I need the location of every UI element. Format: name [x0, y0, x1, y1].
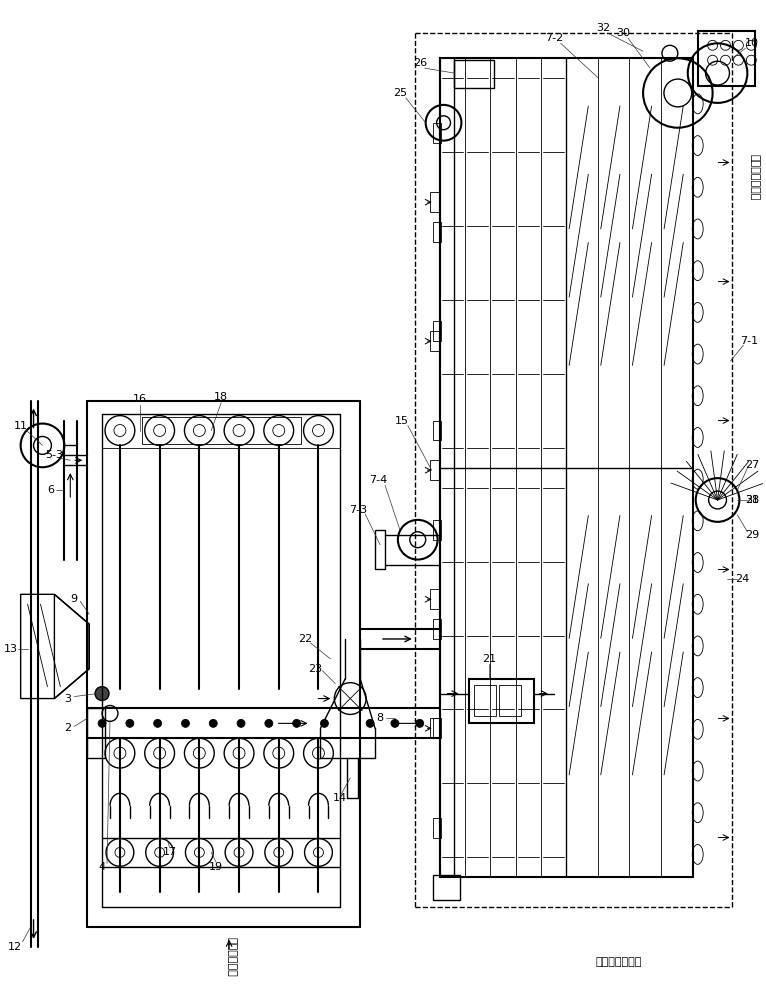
Text: 19: 19: [209, 862, 223, 872]
Bar: [433, 818, 440, 838]
Text: 微波加热进料区: 微波加热进料区: [595, 957, 641, 967]
Bar: [102, 414, 340, 448]
Bar: [499, 685, 521, 716]
Bar: [430, 718, 440, 738]
Bar: [433, 718, 440, 738]
Text: 7-1: 7-1: [740, 336, 758, 346]
Text: 17: 17: [162, 847, 177, 857]
Text: 14: 14: [333, 793, 347, 803]
Bar: [142, 417, 300, 444]
Circle shape: [209, 719, 218, 727]
Bar: [430, 192, 440, 212]
Text: 21: 21: [482, 654, 496, 664]
Circle shape: [182, 719, 189, 727]
Bar: [430, 460, 440, 480]
Bar: [430, 331, 440, 351]
Text: 3: 3: [64, 694, 70, 704]
Bar: [433, 875, 460, 900]
Text: 微波加热出料区: 微波加热出料区: [749, 154, 759, 201]
Text: 28: 28: [745, 495, 759, 505]
Bar: [433, 222, 440, 242]
Bar: [433, 321, 440, 341]
Bar: [87, 708, 105, 758]
Text: 16: 16: [133, 394, 147, 404]
Bar: [440, 58, 692, 877]
Text: 15: 15: [394, 416, 409, 426]
Text: 18: 18: [214, 392, 228, 402]
Text: 30: 30: [616, 28, 630, 38]
Bar: [474, 685, 496, 716]
Circle shape: [98, 719, 106, 727]
Text: 8: 8: [376, 713, 384, 723]
Bar: [433, 619, 440, 639]
Text: 9: 9: [70, 594, 78, 604]
Text: 29: 29: [745, 530, 759, 540]
Text: 26: 26: [413, 58, 427, 68]
Circle shape: [265, 719, 273, 727]
Text: 7-3: 7-3: [349, 505, 367, 515]
Circle shape: [391, 719, 399, 727]
Bar: [698, 31, 755, 86]
Text: 2: 2: [64, 723, 71, 733]
Circle shape: [126, 719, 134, 727]
Text: 24: 24: [735, 574, 749, 584]
Circle shape: [95, 687, 109, 701]
Text: 7-4: 7-4: [369, 475, 387, 485]
Bar: [454, 60, 494, 88]
Text: 27: 27: [745, 460, 759, 470]
Text: 32: 32: [596, 23, 611, 33]
Text: 23: 23: [309, 664, 322, 674]
Bar: [433, 421, 440, 440]
Text: 5-3: 5-3: [45, 450, 64, 460]
Circle shape: [366, 719, 374, 727]
Circle shape: [416, 719, 424, 727]
Text: 22: 22: [299, 634, 313, 644]
Text: 4: 4: [99, 862, 106, 872]
Bar: [433, 520, 440, 540]
Bar: [375, 530, 385, 569]
Text: 31: 31: [745, 495, 759, 505]
Text: 7-2: 7-2: [545, 33, 563, 43]
Text: 6: 6: [47, 485, 54, 495]
Circle shape: [154, 719, 162, 727]
Bar: [433, 123, 440, 143]
Bar: [430, 589, 440, 609]
Circle shape: [320, 719, 329, 727]
Circle shape: [293, 719, 300, 727]
Text: 12: 12: [8, 942, 21, 952]
Text: 13: 13: [4, 644, 18, 654]
Text: 链板运动方向: 链板运动方向: [226, 937, 236, 977]
Circle shape: [237, 719, 245, 727]
Text: 10: 10: [745, 38, 759, 48]
Bar: [470, 679, 534, 723]
Text: 11: 11: [14, 421, 28, 431]
Text: 25: 25: [393, 88, 407, 98]
